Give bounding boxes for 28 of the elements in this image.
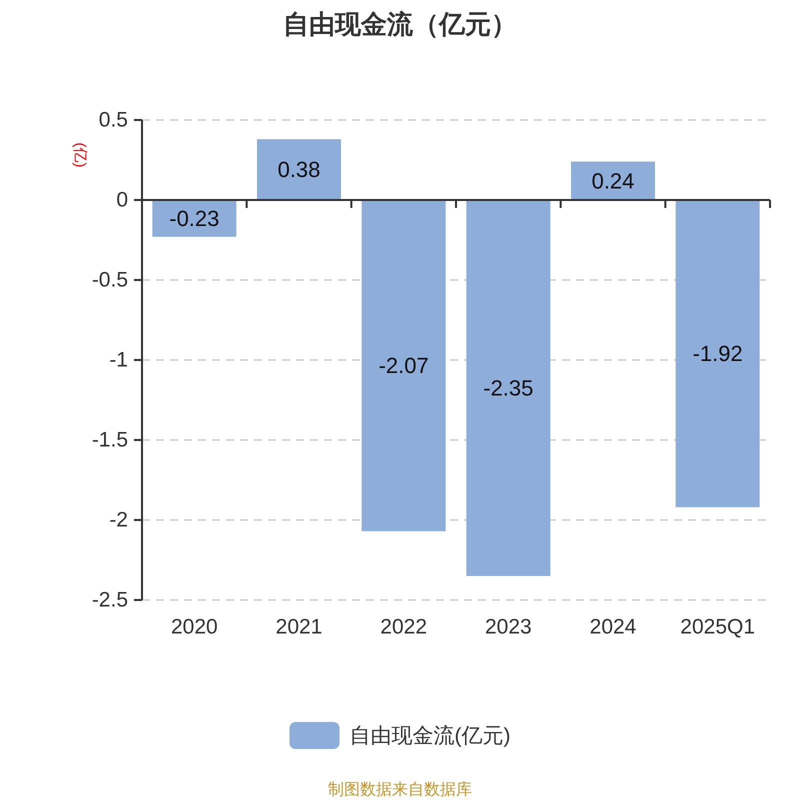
x-tick-label: 2021 — [276, 616, 322, 638]
bar — [676, 200, 760, 508]
data-label: -2.07 — [378, 353, 429, 378]
legend-label: 自由现金流(亿元) — [350, 724, 510, 748]
bar — [466, 200, 550, 576]
bar — [571, 162, 655, 200]
data-label: 0.38 — [278, 157, 320, 182]
y-tick-label: -1.5 — [92, 428, 128, 452]
y-tick-label: -2 — [109, 508, 128, 532]
y-tick-label: -0.5 — [92, 268, 128, 292]
bar — [257, 139, 341, 200]
y-tick-label: -2.5 — [92, 588, 128, 612]
y-tick-label: 0 — [116, 188, 128, 212]
x-tick-label: 2022 — [380, 616, 428, 638]
text: 制图数据来自数据库 — [328, 780, 472, 798]
x-tick-label: 2024 — [590, 616, 637, 638]
x-tick-label: 2020 — [170, 616, 218, 638]
x-tick-label: 2025Q1 — [680, 616, 756, 638]
y-axis-title: (亿) — [72, 142, 88, 168]
chart-title: 自由现金流（亿元） — [283, 9, 517, 39]
y-tick-label: -1 — [109, 348, 128, 372]
data-label: -1.92 — [692, 341, 743, 366]
data-label: -2.35 — [483, 376, 534, 400]
y-tick-label: 0.5 — [98, 108, 128, 132]
data-label: -0.23 — [169, 206, 220, 231]
x-tick-label: 2023 — [484, 616, 532, 638]
bar — [362, 200, 446, 532]
data-label: 0.24 — [592, 168, 634, 194]
